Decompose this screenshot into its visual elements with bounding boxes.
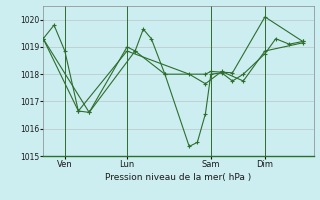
X-axis label: Pression niveau de la mer( hPa ): Pression niveau de la mer( hPa ) [105, 173, 252, 182]
